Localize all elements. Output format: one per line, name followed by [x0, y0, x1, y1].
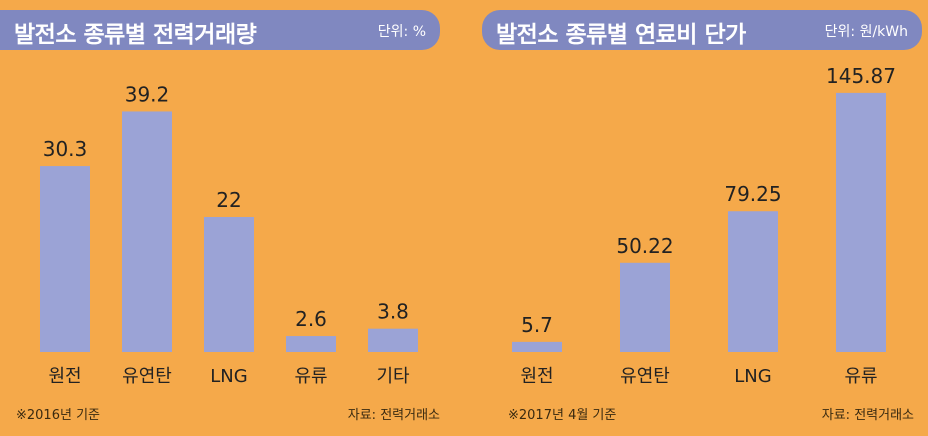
value-label: 39.2 — [125, 82, 170, 106]
bar-3 — [836, 92, 886, 352]
bar-1 — [620, 262, 670, 352]
value-label: 145.87 — [826, 64, 896, 88]
category-label: 유류 — [294, 366, 327, 387]
category-label: 기타 — [376, 366, 410, 387]
category-label: 원전 — [520, 366, 553, 387]
source-label: 자료: 전력거래소 — [347, 408, 440, 423]
bar-0 — [40, 166, 90, 352]
bar-3 — [286, 336, 336, 352]
bar-chart-fuel-cost: 5.7 원전 50.22 유연탄 79.25 LNG 145.87 유류 — [512, 64, 896, 387]
category-label: 유류 — [844, 366, 877, 387]
value-label: 5.7 — [521, 313, 553, 337]
category-label: 유연탄 — [122, 366, 172, 387]
chart-title: 발전소 종류별 전력거래량 — [14, 22, 257, 48]
value-label: 22 — [216, 188, 241, 212]
bar-1 — [122, 111, 172, 352]
bar-2 — [728, 211, 778, 352]
unit-label: 단위: 원/kWh — [824, 24, 908, 40]
value-label: 79.25 — [724, 182, 781, 206]
value-label: 2.6 — [295, 307, 327, 331]
source-label: 자료: 전력거래소 — [821, 408, 914, 423]
title-bar: 발전소 종류별 연료비 단가 단위: 원/kWh — [482, 10, 922, 50]
unit-label: 단위: % — [377, 24, 426, 40]
category-label: 유연탄 — [620, 366, 670, 387]
value-label: 50.22 — [616, 234, 673, 258]
footnote: ※2017년 4월 기준 — [508, 408, 617, 423]
category-label: LNG — [210, 366, 247, 387]
footnote: ※2016년 기준 — [16, 408, 100, 423]
left-chart-panel: 발전소 종류별 전력거래량 단위: % 30.3 원전 39.2 유연탄 22 LNG 2.… — [0, 10, 440, 423]
category-label: LNG — [734, 366, 771, 387]
value-label: 30.3 — [43, 137, 88, 161]
bar-4 — [368, 328, 418, 352]
title-bar: 발전소 종류별 전력거래량 단위: % — [0, 10, 440, 50]
value-label: 3.8 — [377, 300, 409, 324]
bar-chart-power-trade: 30.3 원전 39.2 유연탄 22 LNG 2.6 유류 3.8 기타 — [40, 82, 418, 387]
chart-title: 발전소 종류별 연료비 단가 — [496, 22, 746, 48]
category-label: 원전 — [48, 366, 81, 387]
bar-0 — [512, 341, 562, 352]
bar-2 — [204, 217, 254, 352]
right-chart-panel: 발전소 종류별 연료비 단가 단위: 원/kWh 5.7 원전 50.22 유연탄 79… — [464, 0, 928, 436]
